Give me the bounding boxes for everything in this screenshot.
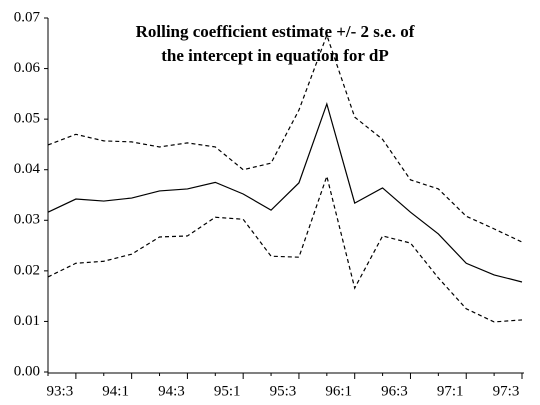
x-tick-label: 95:3 — [270, 383, 297, 399]
x-tick-label: 97:1 — [437, 383, 464, 399]
y-tick-label: 0.05 — [14, 111, 40, 127]
x-tick-label: 93:3 — [47, 383, 74, 399]
y-tick-label: 0.01 — [14, 313, 40, 329]
y-tick-label: 0.03 — [14, 212, 40, 228]
y-tick-label: 0.04 — [14, 161, 41, 177]
x-tick-label: 94:1 — [102, 383, 129, 399]
x-tick-label: 97:3 — [493, 383, 520, 399]
x-tick-label: 94:3 — [158, 383, 185, 399]
x-tick-label: 96:3 — [381, 383, 408, 399]
x-tick-label: 95:1 — [214, 383, 241, 399]
chart-title: Rolling coefficient estimate +/- 2 s.e. … — [136, 22, 415, 41]
line-series — [47, 101, 523, 283]
line-series — [47, 174, 523, 323]
y-tick-label: 0.00 — [14, 363, 40, 379]
y-tick-label: 0.02 — [14, 262, 40, 278]
x-tick-label: 96:1 — [325, 383, 352, 399]
y-tick-label: 0.06 — [14, 60, 41, 76]
chart-title: the intercept in equation for dP — [161, 46, 388, 65]
y-tick-label: 0.07 — [14, 9, 41, 25]
line-series — [47, 33, 523, 243]
